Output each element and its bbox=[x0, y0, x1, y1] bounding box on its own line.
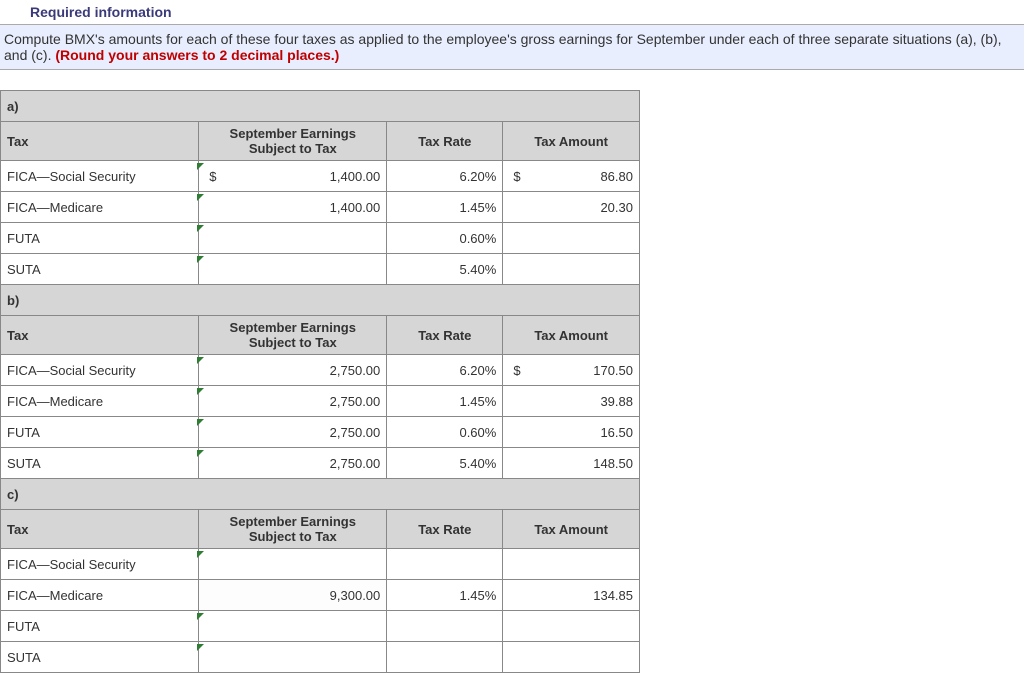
tax-rate: 1.45% bbox=[387, 386, 503, 417]
earnings-value: 1,400.00 bbox=[330, 169, 381, 184]
column-header-earnings: September Earnings Subject to Tax bbox=[199, 122, 387, 161]
amount-value: 86.80 bbox=[600, 169, 633, 184]
column-header-amount: Tax Amount bbox=[503, 510, 640, 549]
currency-symbol: $ bbox=[205, 169, 216, 184]
amount-value: 16.50 bbox=[600, 425, 633, 440]
tax-label: SUTA bbox=[1, 254, 199, 285]
input-indicator-icon bbox=[197, 357, 204, 364]
input-indicator-icon bbox=[197, 450, 204, 457]
currency-symbol: $ bbox=[509, 363, 520, 378]
column-header-rate: Tax Rate bbox=[387, 122, 503, 161]
tax-label: SUTA bbox=[1, 448, 199, 479]
tax-rate: 5.40% bbox=[387, 254, 503, 285]
tax-amount-input[interactable] bbox=[503, 611, 640, 642]
amount-value: 148.50 bbox=[593, 456, 633, 471]
tax-rate: 6.20% bbox=[387, 355, 503, 386]
currency-symbol: $ bbox=[509, 169, 520, 184]
earnings-input[interactable] bbox=[199, 223, 387, 254]
earnings-input[interactable] bbox=[199, 611, 387, 642]
earnings-value: 2,750.00 bbox=[330, 394, 381, 409]
column-header-rate: Tax Rate bbox=[387, 316, 503, 355]
tax-amount-input[interactable]: 134.85 bbox=[503, 580, 640, 611]
section-label: b) bbox=[1, 285, 640, 316]
input-indicator-icon bbox=[197, 644, 204, 651]
earnings-input[interactable]: 2,750.00 bbox=[199, 417, 387, 448]
amount-value: 39.88 bbox=[600, 394, 633, 409]
required-info-heading: Required information bbox=[0, 0, 1024, 24]
input-indicator-icon bbox=[197, 194, 204, 201]
input-indicator-icon bbox=[197, 163, 204, 170]
tax-rate: 6.20% bbox=[387, 161, 503, 192]
section-label: c) bbox=[1, 479, 640, 510]
instructions-text: Compute BMX's amounts for each of these … bbox=[0, 24, 1024, 70]
tax-amount-input[interactable]: 148.50 bbox=[503, 448, 640, 479]
tax-label: FUTA bbox=[1, 417, 199, 448]
instructions-red: (Round your answers to 2 decimal places.… bbox=[55, 47, 339, 63]
column-header-rate: Tax Rate bbox=[387, 510, 503, 549]
earnings-value: 2,750.00 bbox=[330, 456, 381, 471]
tax-label: FICA—Social Security bbox=[1, 355, 199, 386]
earnings-value: 2,750.00 bbox=[330, 363, 381, 378]
column-header-earnings: September Earnings Subject to Tax bbox=[199, 510, 387, 549]
tax-rate bbox=[387, 611, 503, 642]
column-header-amount: Tax Amount bbox=[503, 122, 640, 161]
earnings-input[interactable] bbox=[199, 549, 387, 580]
section-label: a) bbox=[1, 91, 640, 122]
earnings-input[interactable]: 1,400.00 bbox=[199, 192, 387, 223]
earnings-input[interactable]: 2,750.00 bbox=[199, 386, 387, 417]
column-header-amount: Tax Amount bbox=[503, 316, 640, 355]
amount-value: 170.50 bbox=[593, 363, 633, 378]
tax-label: FICA—Medicare bbox=[1, 386, 199, 417]
tax-rate: 0.60% bbox=[387, 417, 503, 448]
tax-rate: 1.45% bbox=[387, 580, 503, 611]
tax-amount-input[interactable] bbox=[503, 254, 640, 285]
input-indicator-icon bbox=[197, 613, 204, 620]
tax-rate: 0.60% bbox=[387, 223, 503, 254]
amount-value: 134.85 bbox=[593, 588, 633, 603]
tax-amount-input[interactable] bbox=[503, 223, 640, 254]
tax-label: FICA—Medicare bbox=[1, 192, 199, 223]
tax-amount-input[interactable] bbox=[503, 549, 640, 580]
column-header-tax: Tax bbox=[1, 122, 199, 161]
input-indicator-icon bbox=[197, 419, 204, 426]
input-indicator-icon bbox=[197, 225, 204, 232]
tax-table: a)TaxSeptember Earnings Subject to TaxTa… bbox=[0, 90, 640, 673]
tax-label: FICA—Medicare bbox=[1, 580, 199, 611]
earnings-value: 1,400.00 bbox=[330, 200, 381, 215]
earnings-input[interactable]: 2,750.00 bbox=[199, 448, 387, 479]
column-header-tax: Tax bbox=[1, 510, 199, 549]
earnings-input[interactable]: 2,750.00 bbox=[199, 355, 387, 386]
earnings-input[interactable]: 9,300.00 bbox=[199, 580, 387, 611]
input-indicator-icon bbox=[197, 551, 204, 558]
input-indicator-icon bbox=[197, 256, 204, 263]
tax-label: SUTA bbox=[1, 642, 199, 673]
earnings-input[interactable]: $1,400.00 bbox=[199, 161, 387, 192]
amount-value: 20.30 bbox=[600, 200, 633, 215]
input-indicator-icon bbox=[197, 388, 204, 395]
tax-amount-input[interactable]: $86.80 bbox=[503, 161, 640, 192]
earnings-value: 2,750.00 bbox=[330, 425, 381, 440]
tax-amount-input[interactable]: 20.30 bbox=[503, 192, 640, 223]
tax-rate bbox=[387, 642, 503, 673]
tax-rate: 5.40% bbox=[387, 448, 503, 479]
tax-label: FUTA bbox=[1, 611, 199, 642]
column-header-earnings: September Earnings Subject to Tax bbox=[199, 316, 387, 355]
tax-label: FICA—Social Security bbox=[1, 549, 199, 580]
earnings-input[interactable] bbox=[199, 254, 387, 285]
tax-label: FUTA bbox=[1, 223, 199, 254]
tax-amount-input[interactable]: 39.88 bbox=[503, 386, 640, 417]
earnings-input[interactable] bbox=[199, 642, 387, 673]
column-header-tax: Tax bbox=[1, 316, 199, 355]
tax-amount-input[interactable]: $170.50 bbox=[503, 355, 640, 386]
tax-amount-input[interactable] bbox=[503, 642, 640, 673]
tax-rate: 1.45% bbox=[387, 192, 503, 223]
earnings-value: 9,300.00 bbox=[330, 588, 381, 603]
tax-rate bbox=[387, 549, 503, 580]
tax-amount-input[interactable]: 16.50 bbox=[503, 417, 640, 448]
tax-label: FICA—Social Security bbox=[1, 161, 199, 192]
